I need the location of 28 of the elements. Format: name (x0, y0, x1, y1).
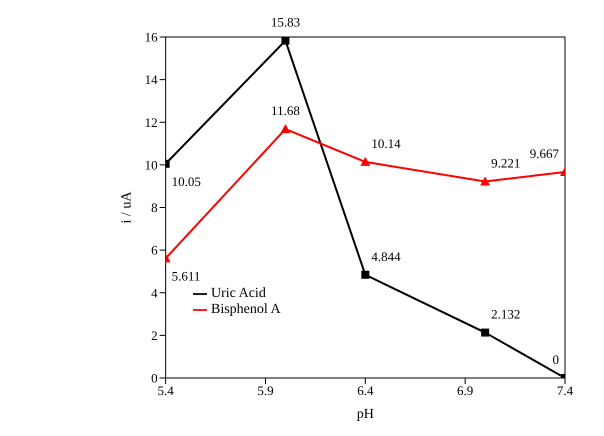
y-tick-label: 8 (151, 200, 158, 216)
x-tick-label: 5.4 (158, 383, 174, 398)
y-tick-label: 14 (144, 72, 158, 88)
y-tick-label: 10 (144, 157, 158, 172)
data-label: 9.667 (530, 146, 560, 161)
data-label: 0 (552, 352, 559, 367)
y-axis-title: i / uA (120, 190, 135, 224)
x-tick-label: 5.9 (257, 383, 274, 398)
data-label: 4.844 (371, 248, 402, 264)
x-tick-label: 6.9 (457, 383, 474, 398)
data-label: 9.221 (491, 155, 520, 170)
data-label: 10.05 (172, 174, 201, 189)
x-axis-title: pH (356, 407, 374, 422)
y-tick-label: 4 (151, 285, 158, 300)
data-label: 10.14 (371, 136, 402, 151)
data-label: 11.68 (271, 103, 300, 118)
data-label: 2.132 (491, 306, 520, 322)
y-tick-label: 16 (144, 30, 158, 45)
data-label: 15.83 (270, 14, 300, 30)
x-tick-label: 7.4 (556, 383, 574, 398)
data-label: 5.611 (172, 268, 200, 284)
legend-label: Bisphenol A (211, 302, 281, 317)
x-tick-label: 6.4 (357, 383, 374, 398)
legend-label: Uric Acid (211, 286, 266, 301)
y-tick-label: 2 (151, 328, 158, 343)
y-tick-label: 6 (151, 242, 158, 258)
y-tick-label: 0 (151, 370, 158, 386)
y-tick-label: 12 (144, 114, 158, 130)
